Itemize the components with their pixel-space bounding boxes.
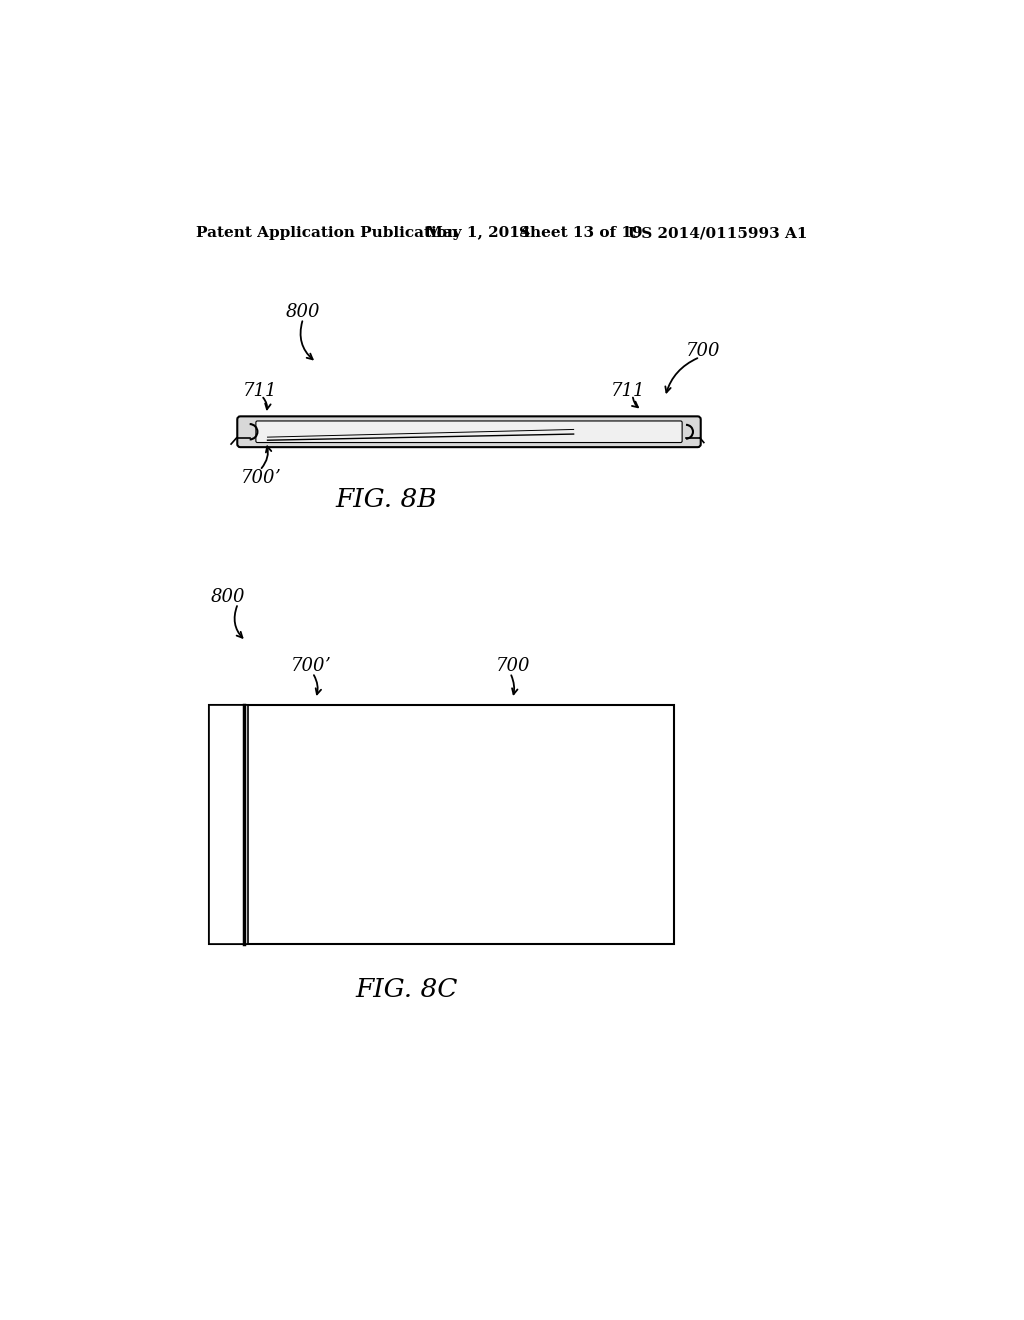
Text: US 2014/0115993 A1: US 2014/0115993 A1 xyxy=(628,226,807,240)
Bar xyxy=(209,705,248,944)
Text: 700ʼ: 700ʼ xyxy=(241,469,281,487)
Text: 711: 711 xyxy=(611,381,645,400)
Text: 800: 800 xyxy=(211,589,246,606)
Text: Patent Application Publication: Patent Application Publication xyxy=(197,226,458,240)
Text: 700: 700 xyxy=(496,657,530,676)
Text: 711: 711 xyxy=(243,381,278,400)
Text: FIG. 8C: FIG. 8C xyxy=(355,977,458,1002)
Text: 700ʼ: 700ʼ xyxy=(291,657,331,676)
Bar xyxy=(209,705,675,944)
Text: May 1, 2014: May 1, 2014 xyxy=(426,226,530,240)
FancyBboxPatch shape xyxy=(256,421,682,442)
Text: 800: 800 xyxy=(286,304,319,321)
Text: 700: 700 xyxy=(686,342,721,359)
Text: Sheet 13 of 19: Sheet 13 of 19 xyxy=(519,226,643,240)
Text: FIG. 8B: FIG. 8B xyxy=(336,487,437,512)
FancyBboxPatch shape xyxy=(238,416,700,447)
